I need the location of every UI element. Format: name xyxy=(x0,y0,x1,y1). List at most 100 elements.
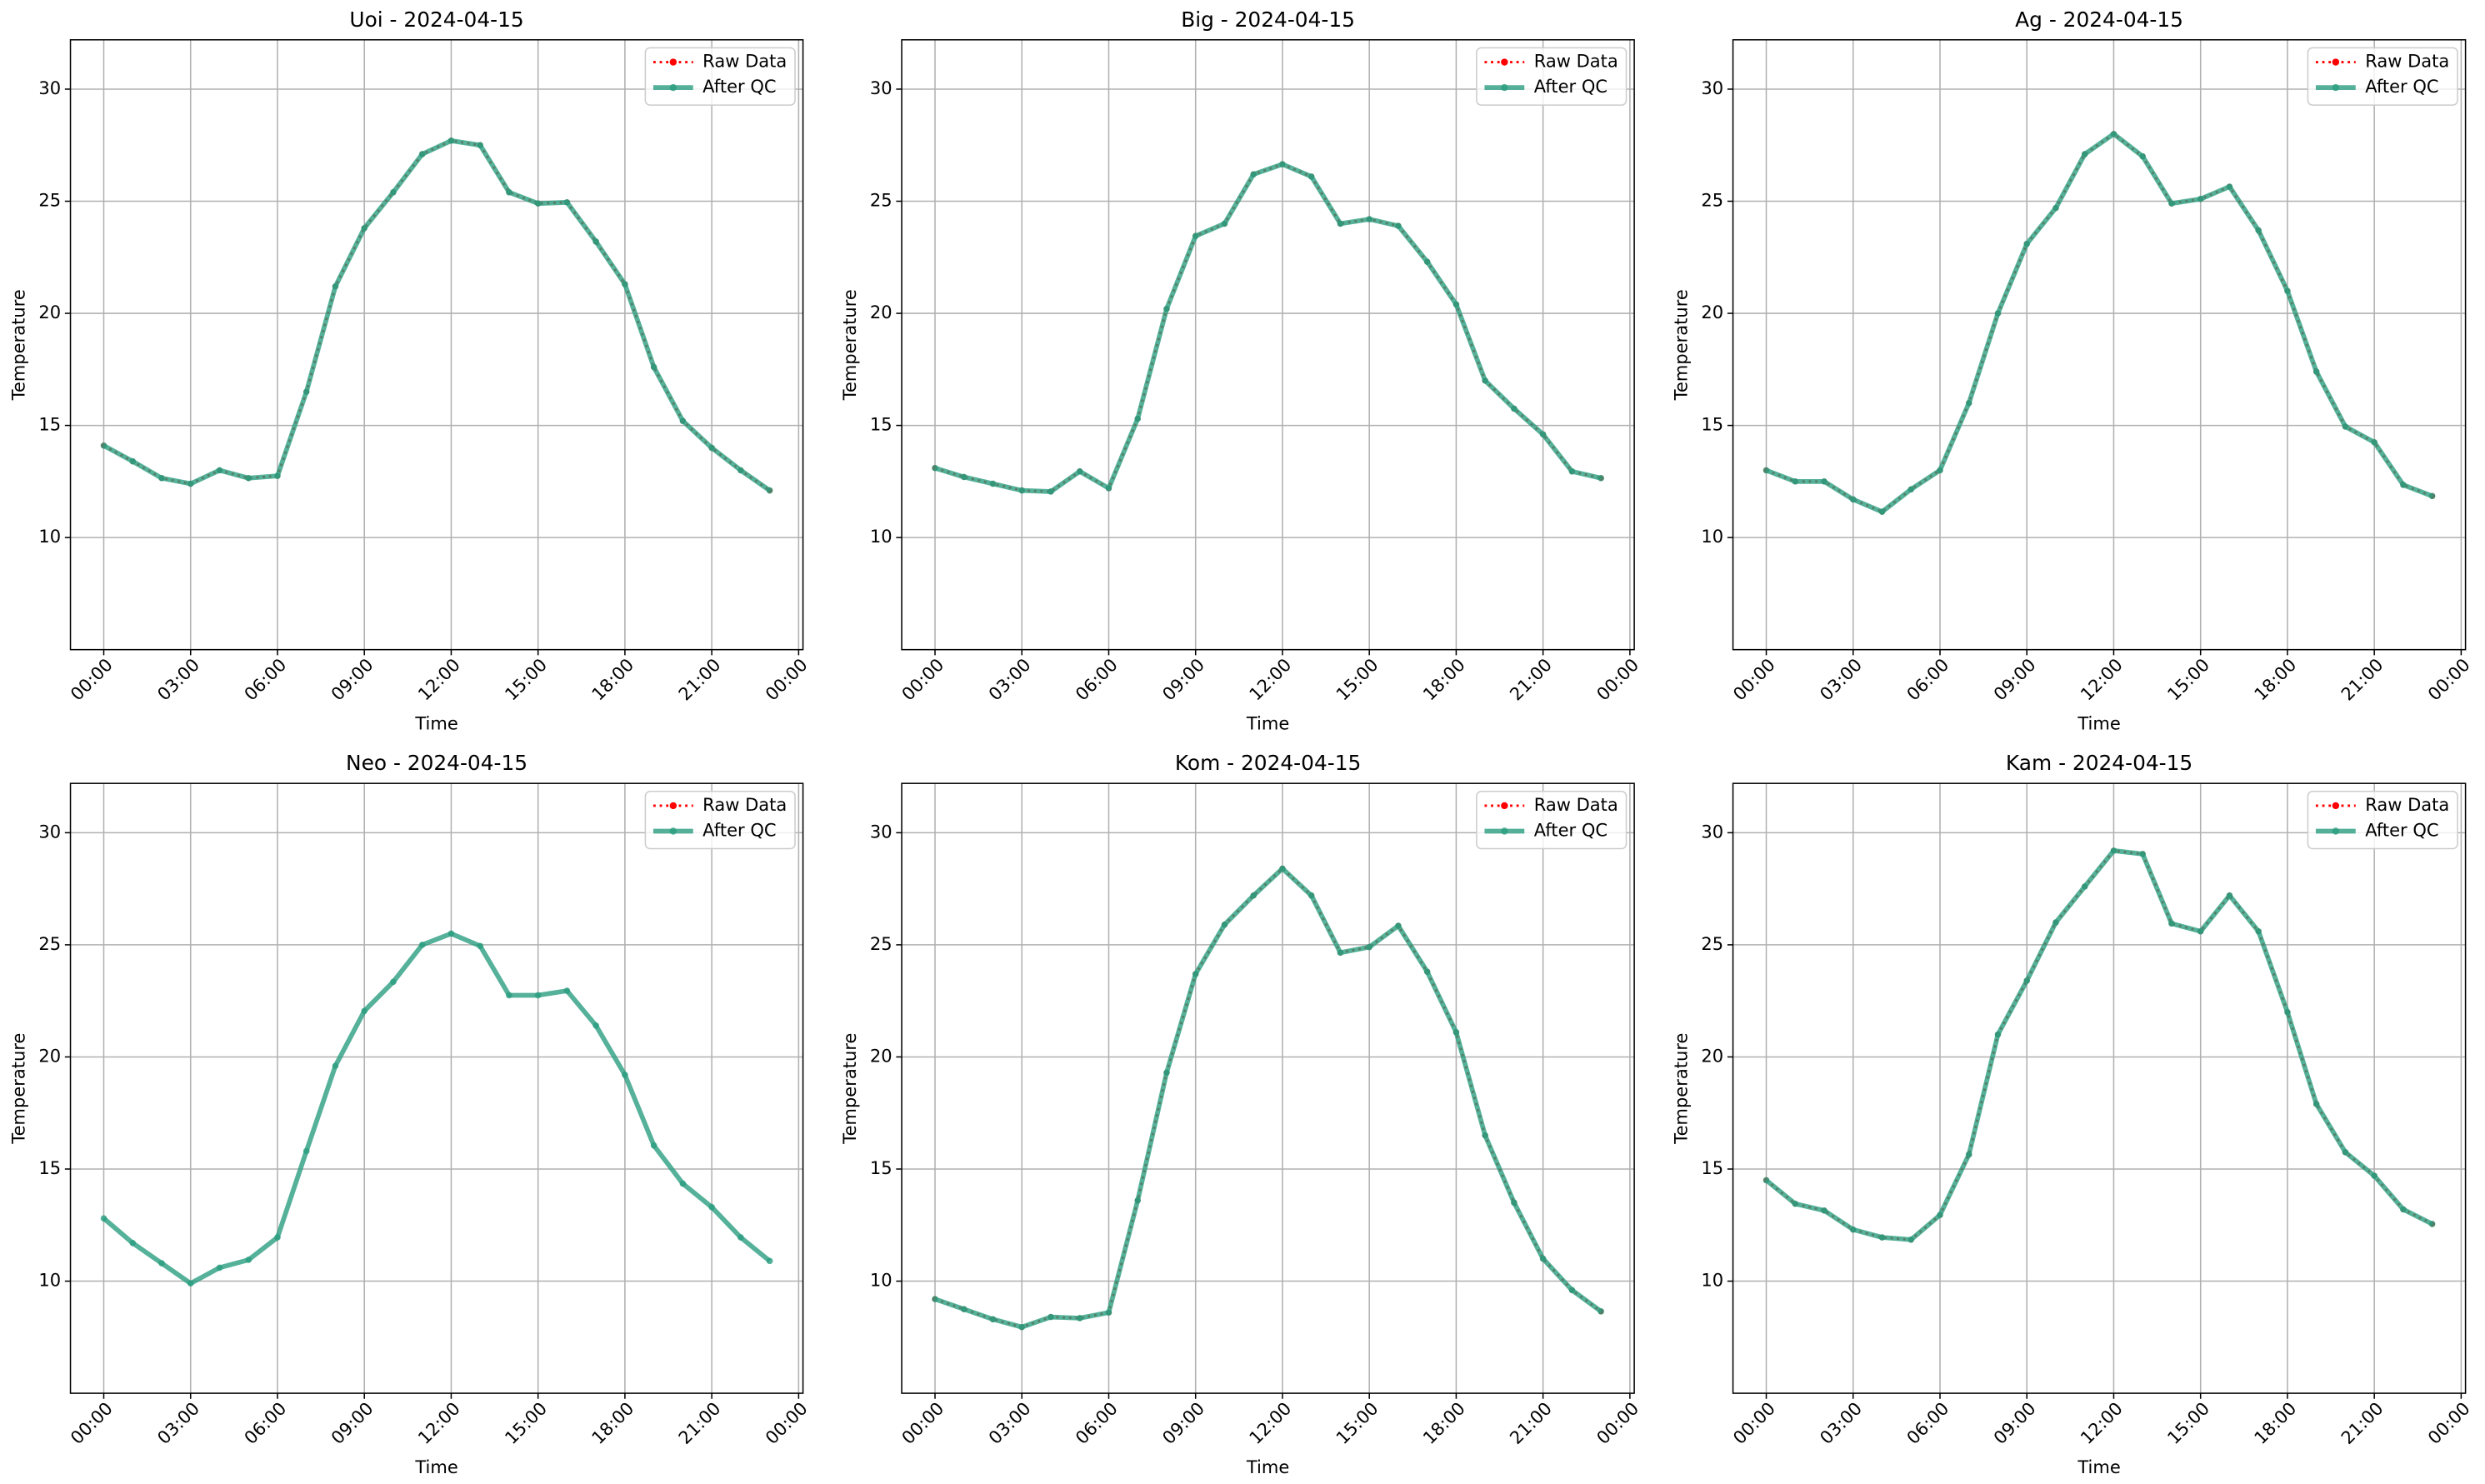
legend-label: Raw Data xyxy=(2365,51,2449,72)
qc-marker xyxy=(1423,968,1431,976)
axes-frame xyxy=(69,39,804,651)
qc-marker xyxy=(2081,151,2088,157)
qc-marker xyxy=(738,467,744,474)
legend-box xyxy=(644,790,796,850)
qc-marker xyxy=(1395,922,1402,929)
qc-line xyxy=(934,162,1602,494)
qc-marker xyxy=(361,224,368,232)
legend-marker xyxy=(1501,58,1508,66)
qc-marker xyxy=(361,1007,368,1015)
qc-marker xyxy=(650,1142,658,1149)
qc-marker xyxy=(245,474,252,482)
legend-marker xyxy=(2332,58,2340,66)
qc-marker xyxy=(1792,1200,1799,1207)
qc-marker xyxy=(1221,921,1228,928)
qc-marker xyxy=(1568,1287,1576,1294)
qc-marker xyxy=(989,480,997,487)
qc-marker xyxy=(534,992,542,999)
y-tick-label: 20 xyxy=(1701,302,1723,322)
qc-marker xyxy=(1366,943,1373,951)
axes-frame xyxy=(901,782,1635,1394)
qc-marker xyxy=(2139,152,2147,160)
qc-marker xyxy=(1878,508,1886,516)
y-tick-label: 25 xyxy=(870,190,892,211)
y-axis-label: Temperature xyxy=(839,1033,860,1145)
qc-marker xyxy=(1539,1255,1547,1262)
y-tick-label: 20 xyxy=(38,1045,61,1066)
qc-marker xyxy=(1821,478,1828,485)
qc-marker xyxy=(1762,1177,1770,1184)
qc-marker xyxy=(2052,919,2059,926)
legend-box xyxy=(1476,47,1628,106)
x-axis-label: Time xyxy=(2077,1457,2120,1477)
subplot-title: Big - 2024-04-15 xyxy=(1181,7,1355,32)
qc-marker xyxy=(1337,949,1344,957)
qc-marker xyxy=(2226,892,2233,899)
qc-marker xyxy=(1134,415,1142,422)
qc-marker xyxy=(766,1257,773,1265)
y-tick-label: 20 xyxy=(1701,1045,1723,1066)
qc-line xyxy=(102,137,772,492)
qc-marker xyxy=(2052,204,2059,212)
axes-frame xyxy=(69,782,804,1394)
qc-marker xyxy=(2110,130,2118,137)
qc-marker xyxy=(1048,488,1054,495)
qc-marker xyxy=(274,1234,281,1241)
legend-label: Raw Data xyxy=(702,794,787,815)
qc-marker xyxy=(1937,1212,1943,1218)
qc-marker xyxy=(1163,305,1170,312)
y-tick-label: 10 xyxy=(870,1270,892,1291)
y-tick-label: 25 xyxy=(1701,190,1723,211)
legend-marker xyxy=(669,827,678,835)
qc-marker xyxy=(332,282,339,290)
y-tick-label: 10 xyxy=(38,526,61,547)
y-tick-label: 10 xyxy=(38,1270,61,1291)
qc-marker xyxy=(418,942,426,948)
legend: Raw Data After QC xyxy=(1476,47,1628,106)
qc-marker xyxy=(2110,847,2118,854)
qc-marker xyxy=(2168,920,2175,927)
qc-marker xyxy=(679,417,687,425)
subplot-title: Neo - 2024-04-15 xyxy=(346,751,528,775)
qc-marker xyxy=(1250,892,1258,899)
qc-marker xyxy=(158,474,165,482)
legend: Raw Data After QC xyxy=(1476,790,1628,850)
legend-label: After QC xyxy=(2365,76,2438,97)
qc-marker xyxy=(274,472,281,479)
qc-marker xyxy=(2197,927,2204,935)
axes-frame xyxy=(901,39,1635,651)
qc-marker xyxy=(1134,1197,1142,1204)
qc-marker xyxy=(2081,883,2088,890)
legend: Raw Data After QC xyxy=(2307,790,2458,850)
y-tick-label: 15 xyxy=(870,414,892,435)
qc-marker xyxy=(2139,851,2147,857)
qc-marker xyxy=(563,987,571,994)
qc-marker xyxy=(245,1257,252,1263)
qc-marker xyxy=(332,1062,339,1070)
qc-marker xyxy=(1366,216,1373,222)
y-tick-label: 30 xyxy=(870,77,892,98)
qc-marker xyxy=(2226,183,2233,190)
legend-box xyxy=(2307,47,2458,106)
qc-marker xyxy=(2255,927,2262,935)
qc-marker xyxy=(1965,1151,1972,1158)
qc-marker xyxy=(932,464,938,472)
legend-marker xyxy=(2332,802,2340,810)
qc-marker xyxy=(2342,423,2349,430)
qc-line xyxy=(1765,131,2433,515)
y-tick-label: 15 xyxy=(1701,414,1723,435)
qc-marker xyxy=(1250,171,1258,178)
qc-marker xyxy=(960,473,968,481)
qc-marker xyxy=(187,1280,194,1287)
x-axis-label: Time xyxy=(2077,712,2120,733)
qc-marker xyxy=(477,942,484,950)
y-tick-label: 15 xyxy=(1701,1157,1723,1178)
qc-marker xyxy=(534,200,542,207)
qc-marker xyxy=(563,199,571,206)
qc-marker xyxy=(960,1306,968,1312)
qc-marker xyxy=(506,188,512,196)
qc-marker xyxy=(2400,482,2407,488)
qc-marker xyxy=(2023,240,2031,247)
qc-marker xyxy=(708,1203,715,1211)
